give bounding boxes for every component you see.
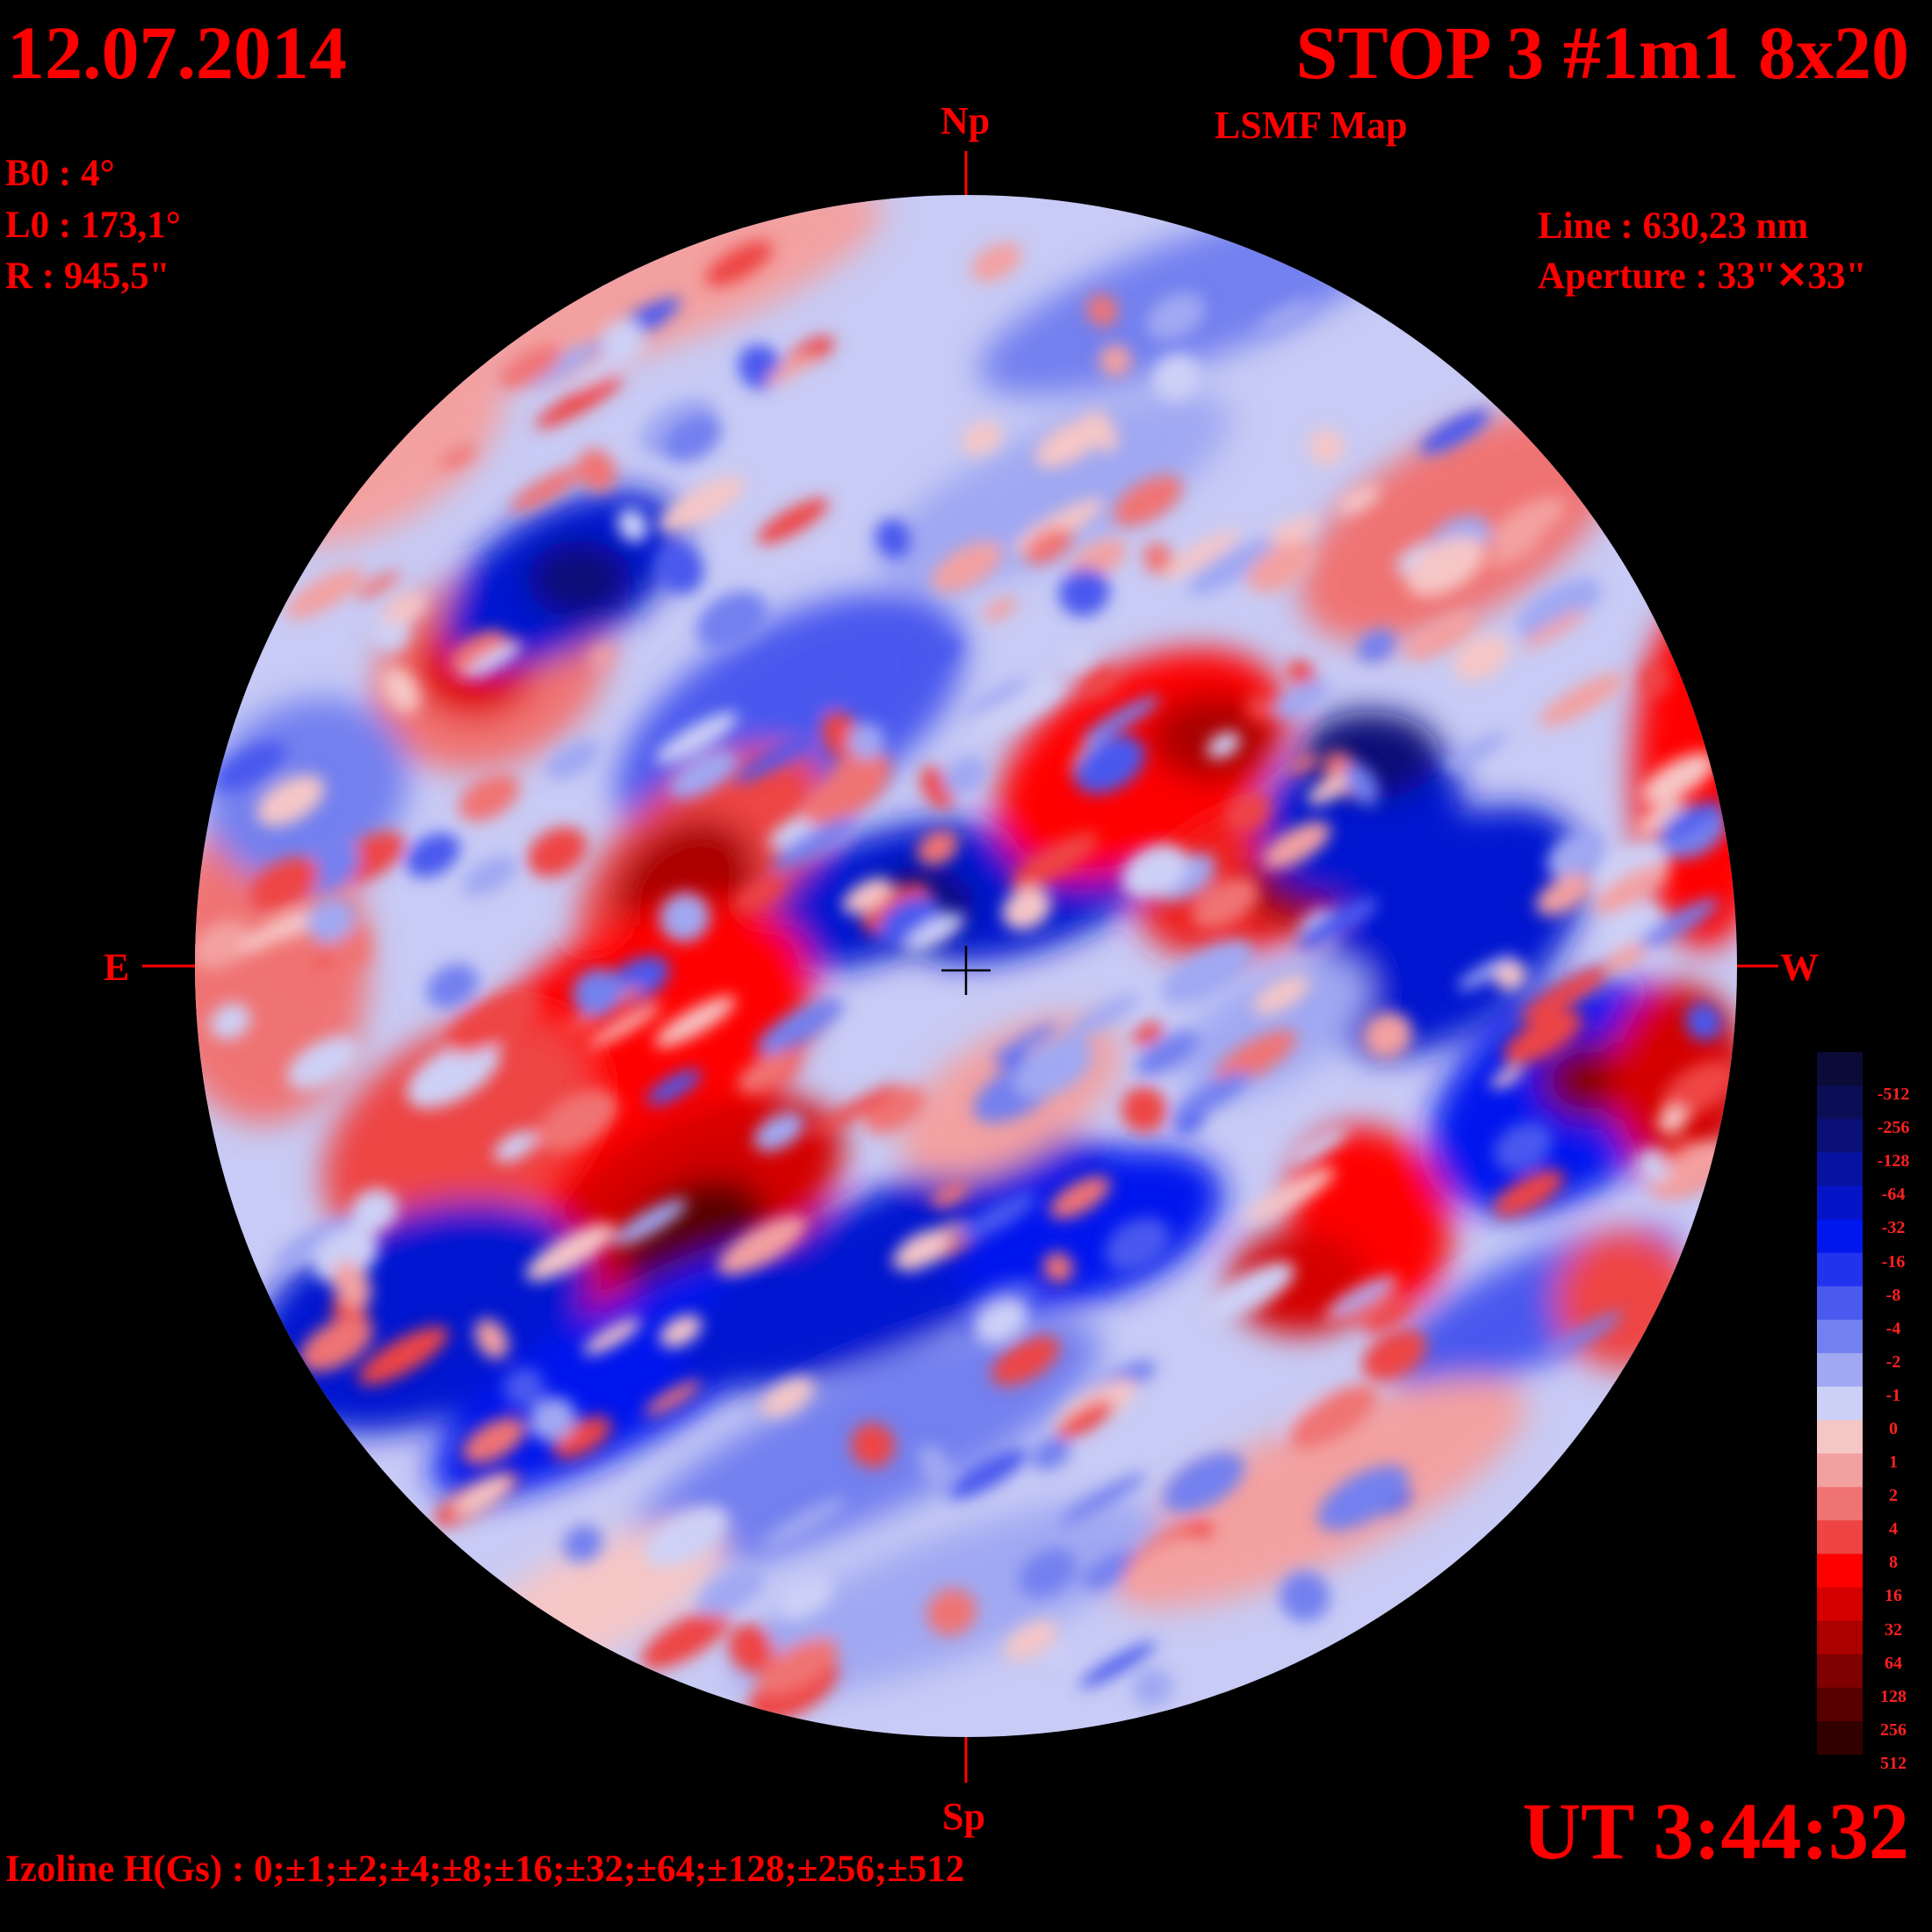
colorbar-label: -64 [1881,1185,1906,1205]
colorbar-swatch [1817,1520,1863,1554]
center-crosshair [941,946,991,995]
colorbar-swatch [1817,1319,1863,1354]
colorbar-label: 64 [1885,1653,1902,1673]
colorbar-swatch [1817,1252,1863,1287]
colorbar-label: 128 [1880,1686,1907,1706]
colorbar-swatch [1817,1052,1863,1086]
colorbar-swatch [1817,1453,1863,1488]
colorbar-swatch [1817,1487,1863,1521]
colorbar-swatch [1817,1352,1863,1388]
colorbar-swatch [1817,1687,1863,1722]
colorbar-swatch [1817,1420,1863,1454]
radius-param: R : 945,5" [5,256,170,297]
subtitle-label: LSMF Map [1215,104,1408,147]
colorbar-label: 256 [1880,1719,1907,1740]
ut-time-label: UT 3:44:32 [1522,1786,1909,1876]
date-label: 12.07.2014 [7,11,347,95]
magnetic-field-layer [195,195,1737,1737]
colorbar-swatch [1817,1386,1863,1421]
colorbar-label: 16 [1885,1586,1902,1606]
colorbar-label: 2 [1889,1486,1898,1506]
colorbar-label: -16 [1881,1251,1906,1272]
line-param: Line : 630,23 nm [1538,205,1809,247]
colorbar-swatch [1817,1620,1863,1655]
colorbar-swatch [1817,1085,1863,1120]
colorbar-swatch [1817,1286,1863,1321]
colorbar-label: -1 [1885,1385,1901,1405]
colorbar-swatch [1817,1654,1863,1689]
colorbar-swatch [1817,1554,1863,1589]
colorbar [1817,1052,1863,1755]
colorbar-label: 4 [1889,1519,1898,1539]
colorbar-label: 0 [1889,1419,1898,1438]
axis-ticks [142,151,1778,1783]
colorbar-label: -128 [1877,1151,1910,1171]
north-pole-label: Np [941,99,991,142]
colorbar-label: -32 [1881,1218,1906,1238]
colorbar-label: 1 [1889,1453,1898,1473]
colorbar-label: 512 [1880,1753,1907,1773]
colorbar-swatch [1817,1152,1863,1186]
colorbar-swatch [1817,1186,1863,1220]
colorbar-label: 32 [1885,1619,1902,1640]
south-pole-label: Sp [942,1795,985,1838]
izoline-legend: Izoline H(Gs) : 0;±1;±2;±4;±8;±16;±32;±6… [5,1849,965,1890]
l0-param: L0 : 173,1° [5,205,181,246]
colorbar-label: -8 [1885,1285,1901,1305]
east-label: E [104,946,130,989]
colorbar-label: -256 [1877,1118,1910,1138]
colorbar-label: -4 [1885,1318,1901,1338]
colorbar-swatch [1817,1587,1863,1622]
colorbar-swatch [1817,1720,1863,1755]
b0-param: B0 : 4° [5,153,115,194]
west-label: W [1780,946,1819,989]
aperture-param: Aperture : 33"✕33" [1538,256,1867,297]
colorbar-label: -512 [1877,1085,1910,1105]
colorbar-label: 8 [1889,1553,1898,1573]
title-label: STOP 3 #1m1 8x20 [1295,11,1909,95]
colorbar-swatch [1817,1119,1863,1153]
colorbar-label: -2 [1885,1352,1901,1372]
colorbar-swatch [1817,1219,1863,1254]
